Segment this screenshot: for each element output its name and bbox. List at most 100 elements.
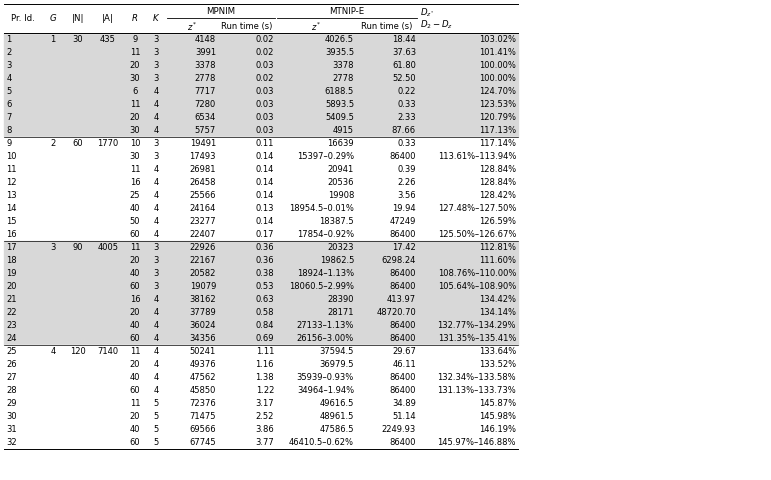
Text: 46.11: 46.11 <box>392 360 416 369</box>
Text: 29.67: 29.67 <box>392 347 416 356</box>
Text: 145.98%: 145.98% <box>479 412 516 421</box>
Text: $z^*$: $z^*$ <box>187 20 197 33</box>
Bar <box>4 163 518 176</box>
Text: 18060.5–2.99%: 18060.5–2.99% <box>289 282 354 291</box>
Text: 35939–0.93%: 35939–0.93% <box>297 373 354 382</box>
Text: K: K <box>153 14 159 23</box>
Text: 19079: 19079 <box>190 282 216 291</box>
Text: 0.03: 0.03 <box>255 87 274 96</box>
Text: 4005: 4005 <box>97 243 119 252</box>
Text: 0.03: 0.03 <box>255 61 274 70</box>
Bar <box>4 72 518 85</box>
Text: 2: 2 <box>50 139 56 148</box>
Bar <box>4 33 518 46</box>
Text: 100.00%: 100.00% <box>479 74 516 83</box>
Text: 5: 5 <box>6 87 12 96</box>
Text: 14: 14 <box>6 204 17 213</box>
Text: 18924–1.13%: 18924–1.13% <box>297 269 354 278</box>
Text: 3991: 3991 <box>195 48 216 57</box>
Text: 21: 21 <box>6 295 17 304</box>
Text: 90: 90 <box>72 243 83 252</box>
Text: 9: 9 <box>133 35 138 44</box>
Text: 37594.5: 37594.5 <box>320 347 354 356</box>
Text: 18.44: 18.44 <box>392 35 416 44</box>
Text: 4: 4 <box>153 87 159 96</box>
Text: 0.02: 0.02 <box>256 74 274 83</box>
Text: 2.33: 2.33 <box>397 113 416 122</box>
Text: 20536: 20536 <box>328 178 354 187</box>
Text: 2: 2 <box>6 48 12 57</box>
Text: 4148: 4148 <box>195 35 216 44</box>
Text: $z^*$: $z^*$ <box>311 20 322 33</box>
Text: 17.42: 17.42 <box>392 243 416 252</box>
Text: 60: 60 <box>130 438 140 447</box>
Text: 17854–0.92%: 17854–0.92% <box>297 230 354 239</box>
Text: 16: 16 <box>130 295 140 304</box>
Text: 3.77: 3.77 <box>255 438 274 447</box>
Text: 40: 40 <box>130 425 140 434</box>
Text: 20: 20 <box>130 61 140 70</box>
Text: 16639: 16639 <box>328 139 354 148</box>
Text: 3: 3 <box>153 243 159 252</box>
Text: 6: 6 <box>133 87 138 96</box>
Text: 13: 13 <box>6 191 17 200</box>
Text: 28: 28 <box>6 386 17 395</box>
Text: 87.66: 87.66 <box>392 126 416 135</box>
Text: 4: 4 <box>50 347 56 356</box>
Text: 413.97: 413.97 <box>387 295 416 304</box>
Text: 18: 18 <box>6 256 17 265</box>
Text: 133.52%: 133.52% <box>479 360 516 369</box>
Text: 1: 1 <box>50 35 56 44</box>
Text: 24164: 24164 <box>190 204 216 213</box>
Text: 0.03: 0.03 <box>255 113 274 122</box>
Text: 51.14: 51.14 <box>392 412 416 421</box>
Text: 6534: 6534 <box>195 113 216 122</box>
Text: 4: 4 <box>6 74 12 83</box>
Text: 20: 20 <box>130 113 140 122</box>
Text: 9: 9 <box>6 139 12 148</box>
Text: 5409.5: 5409.5 <box>325 113 354 122</box>
Text: 3378: 3378 <box>194 61 216 70</box>
Bar <box>4 124 518 137</box>
Text: 4: 4 <box>153 100 159 109</box>
Bar <box>4 423 518 436</box>
Text: 6: 6 <box>6 100 12 109</box>
Bar <box>4 306 518 319</box>
Text: 22926: 22926 <box>190 243 216 252</box>
Text: 3: 3 <box>153 152 159 161</box>
Text: 4: 4 <box>153 308 159 317</box>
Text: 60: 60 <box>130 282 140 291</box>
Text: 7717: 7717 <box>194 87 216 96</box>
Text: 3378: 3378 <box>332 61 354 70</box>
Text: 3: 3 <box>153 256 159 265</box>
Text: 28390: 28390 <box>328 295 354 304</box>
Text: 61.80: 61.80 <box>392 61 416 70</box>
Text: 20582: 20582 <box>190 269 216 278</box>
Text: 86400: 86400 <box>389 152 416 161</box>
Text: 26458: 26458 <box>190 178 216 187</box>
Text: 101.41%: 101.41% <box>479 48 516 57</box>
Text: 134.42%: 134.42% <box>479 295 516 304</box>
Text: 36024: 36024 <box>190 321 216 330</box>
Text: 19491: 19491 <box>190 139 216 148</box>
Text: 4: 4 <box>153 191 159 200</box>
Text: 5: 5 <box>153 412 159 421</box>
Text: 2778: 2778 <box>194 74 216 83</box>
Text: 3.17: 3.17 <box>255 399 274 408</box>
Text: 0.39: 0.39 <box>398 165 416 174</box>
Text: 11: 11 <box>130 100 140 109</box>
Text: Run time (s): Run time (s) <box>362 22 412 31</box>
Bar <box>4 345 518 358</box>
Text: 0.14: 0.14 <box>256 178 274 187</box>
Text: 34.89: 34.89 <box>392 399 416 408</box>
Text: 30: 30 <box>130 152 140 161</box>
Text: 37789: 37789 <box>189 308 216 317</box>
Text: 60: 60 <box>130 334 140 343</box>
Text: 40: 40 <box>130 269 140 278</box>
Text: 71475: 71475 <box>190 412 216 421</box>
Text: 111.60%: 111.60% <box>479 256 516 265</box>
Text: 125.50%–126.67%: 125.50%–126.67% <box>438 230 516 239</box>
Bar <box>4 176 518 189</box>
Text: 18387.5: 18387.5 <box>319 217 354 226</box>
Text: 34356: 34356 <box>190 334 216 343</box>
